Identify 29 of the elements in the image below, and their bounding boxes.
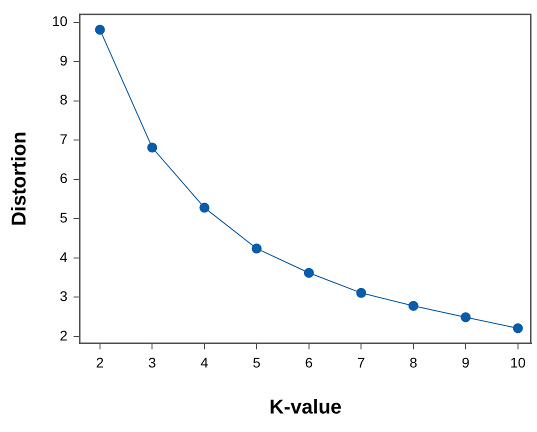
point [147,142,158,153]
x-tick-label: 4 [200,354,209,370]
y-tick-label: 4 [60,248,68,265]
y-axis-title: Distortion [8,132,31,226]
x-tick-label: 10 [510,354,526,370]
x-tick-label: 7 [357,354,366,370]
y-tick-label: 9 [60,52,68,68]
point [304,268,314,278]
y-tick-label: 2 [60,327,68,344]
y-tick-label: 5 [60,210,68,226]
y-tick-label: 6 [60,170,68,186]
x-tick-label: 2 [96,354,104,370]
point [512,323,523,334]
y-tick-label: 7 [60,130,68,147]
x-tick-label: 6 [305,354,314,370]
x-axis-title: K-value [269,396,342,419]
y-tick-label: 10 [52,13,68,30]
point [408,300,418,311]
x-tick-label: 5 [252,354,261,370]
x-tick-label: 3 [148,354,156,370]
point [94,24,105,35]
point [199,202,210,213]
point [460,312,471,322]
x-tick-label: 8 [410,354,418,370]
y-tick-label: 3 [60,288,68,304]
point [356,288,366,298]
y-tick-label: 8 [60,92,68,108]
x-tick-label: 9 [462,354,470,370]
point [252,244,262,254]
